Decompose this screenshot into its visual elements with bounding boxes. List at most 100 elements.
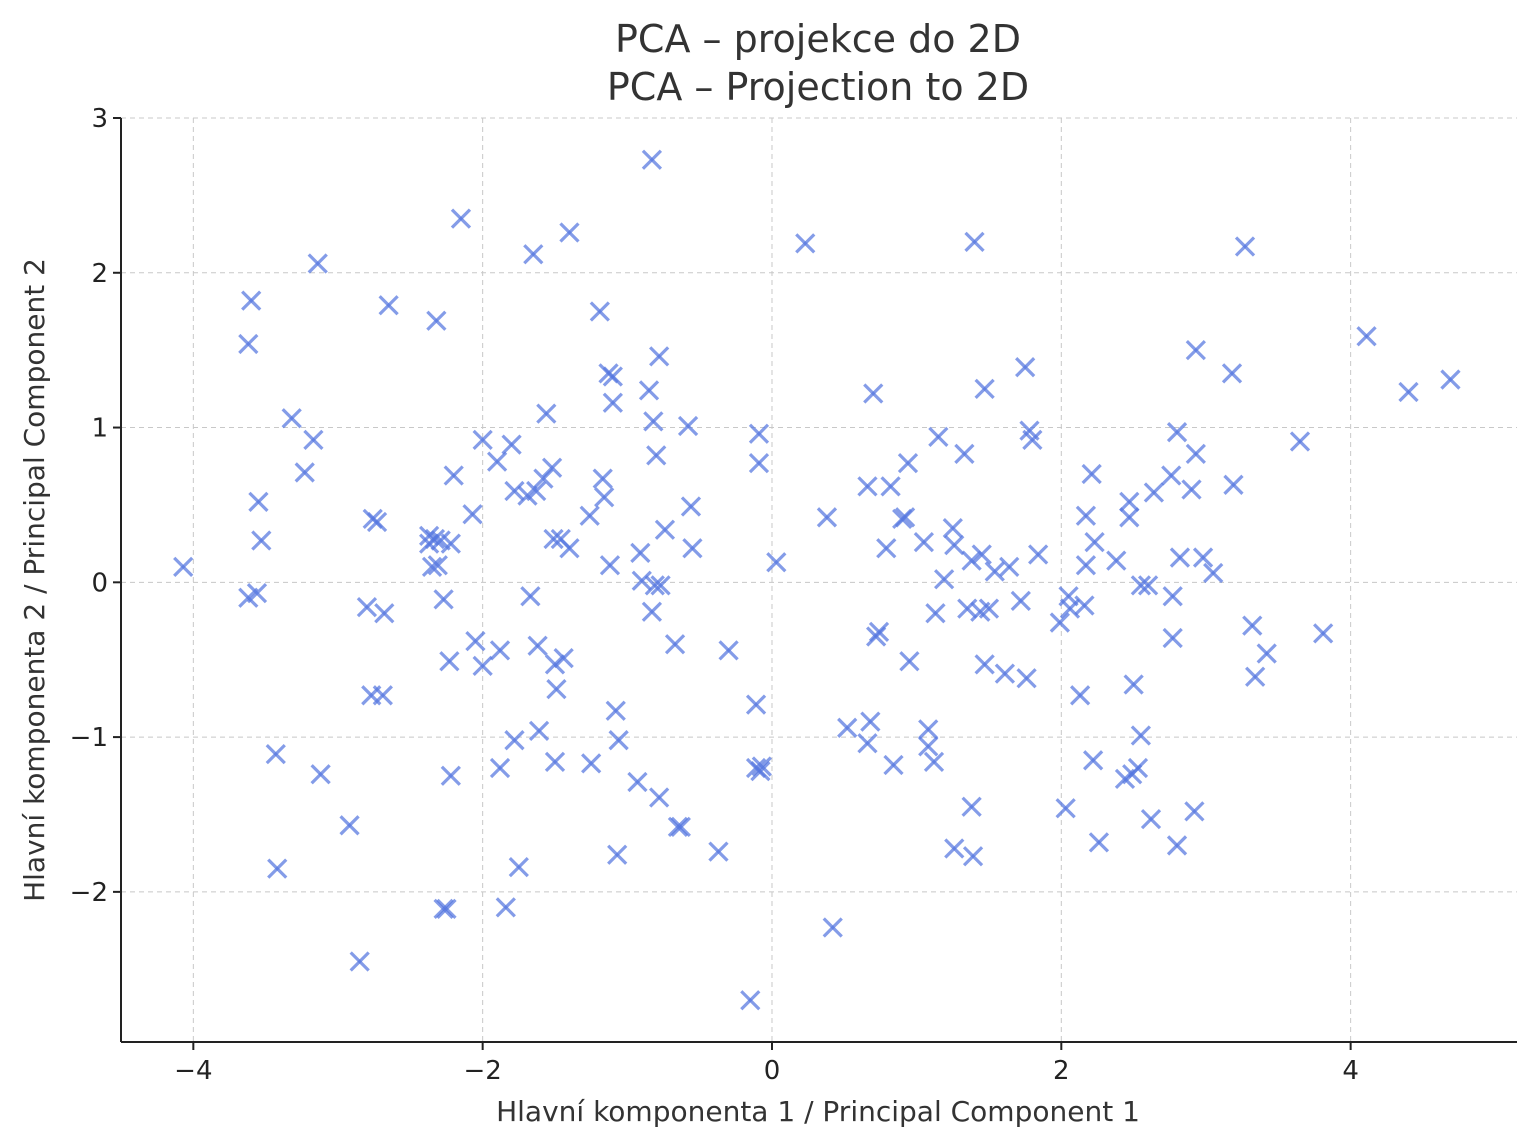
data-point	[1185, 340, 1206, 361]
data-point	[899, 651, 920, 672]
data-point	[718, 640, 739, 661]
data-point	[310, 764, 331, 785]
data-point	[1169, 547, 1191, 568]
ticks: −4 −2 0 2 4 −2 −1 0 1 2 3	[70, 104, 1359, 1086]
data-point	[241, 290, 262, 311]
chart-title-line-1: PCA – projekce do 2D	[615, 17, 1021, 61]
data-point	[751, 756, 772, 777]
x-axis-label: Hlavní komponenta 1 / Principal Componen…	[496, 1095, 1140, 1128]
data-point	[682, 538, 703, 559]
data-point	[303, 429, 324, 451]
data-point	[883, 754, 904, 776]
data-point	[605, 700, 626, 721]
data-point	[248, 491, 269, 512]
data-point	[1028, 544, 1049, 565]
data-point	[553, 648, 574, 669]
data-point	[246, 583, 268, 604]
data-point	[1161, 465, 1182, 486]
x-tick-label: 2	[1053, 1056, 1070, 1086]
data-point	[631, 570, 652, 591]
y-tick-label: 2	[91, 259, 108, 289]
data-point	[654, 519, 676, 540]
data-point	[1234, 236, 1256, 257]
data-point	[424, 528, 446, 550]
data-point	[667, 816, 689, 837]
data-point	[984, 561, 1005, 582]
data-point	[1289, 431, 1311, 452]
data-point	[857, 476, 878, 497]
data-point	[961, 550, 982, 571]
data-points	[173, 149, 1461, 1011]
y-tick-label: 1	[91, 414, 108, 444]
data-point	[962, 846, 984, 867]
data-point	[913, 531, 935, 553]
data-point	[592, 468, 613, 489]
data-point	[372, 685, 393, 706]
data-point	[1010, 590, 1031, 612]
data-point	[528, 720, 550, 742]
data-point	[594, 487, 615, 508]
data-point	[581, 753, 602, 774]
data-point	[918, 719, 939, 740]
data-point	[462, 504, 483, 525]
data-point	[433, 898, 454, 920]
data-point	[974, 378, 995, 399]
data-point	[520, 586, 541, 607]
data-point	[1049, 612, 1070, 633]
data-point	[748, 453, 770, 474]
data-point	[599, 555, 621, 576]
data-point	[349, 951, 370, 972]
data-point	[426, 310, 447, 331]
x-tick-label: −4	[174, 1056, 212, 1086]
data-point	[961, 796, 982, 817]
data-point	[954, 443, 975, 464]
x-tick-label: 0	[764, 1056, 781, 1086]
data-point	[646, 445, 667, 466]
data-point	[589, 301, 610, 322]
data-point	[1184, 801, 1205, 822]
data-point	[544, 751, 566, 772]
data-point	[472, 655, 493, 677]
data-point	[443, 465, 464, 486]
data-point	[436, 898, 457, 920]
data-point	[489, 757, 511, 779]
data-point	[1069, 685, 1091, 706]
data-point	[649, 787, 670, 808]
data-point	[664, 634, 686, 655]
data-point	[374, 603, 395, 624]
data-point	[543, 528, 564, 550]
data-point	[816, 507, 838, 528]
data-point	[495, 897, 516, 918]
data-point	[1130, 725, 1152, 746]
data-point	[944, 838, 965, 859]
data-point	[978, 598, 1000, 619]
data-point	[450, 208, 472, 229]
data-point	[868, 621, 890, 642]
data-point	[643, 411, 664, 432]
data-point	[419, 525, 440, 547]
data-point	[440, 765, 461, 786]
data-point	[579, 505, 600, 526]
data-point	[925, 603, 946, 624]
data-point	[1221, 363, 1243, 384]
data-point	[876, 538, 897, 559]
y-tick-label: 3	[91, 104, 108, 134]
data-point	[1356, 326, 1377, 347]
data-point	[501, 434, 522, 455]
data-point	[294, 462, 315, 483]
data-point	[1181, 479, 1202, 500]
data-point	[607, 844, 628, 865]
data-point	[1137, 575, 1159, 596]
data-point	[559, 538, 580, 559]
y-tick-label: −2	[70, 878, 108, 908]
data-point	[427, 555, 448, 576]
data-point	[440, 533, 461, 554]
data-point	[486, 451, 508, 472]
y-axis-label: Hlavní komponenta 2 / Principal Componen…	[18, 258, 51, 902]
data-point	[630, 542, 651, 564]
data-point	[281, 408, 302, 429]
data-point	[1245, 666, 1266, 687]
data-point	[971, 544, 992, 565]
data-point	[928, 426, 949, 447]
data-point	[526, 480, 547, 502]
